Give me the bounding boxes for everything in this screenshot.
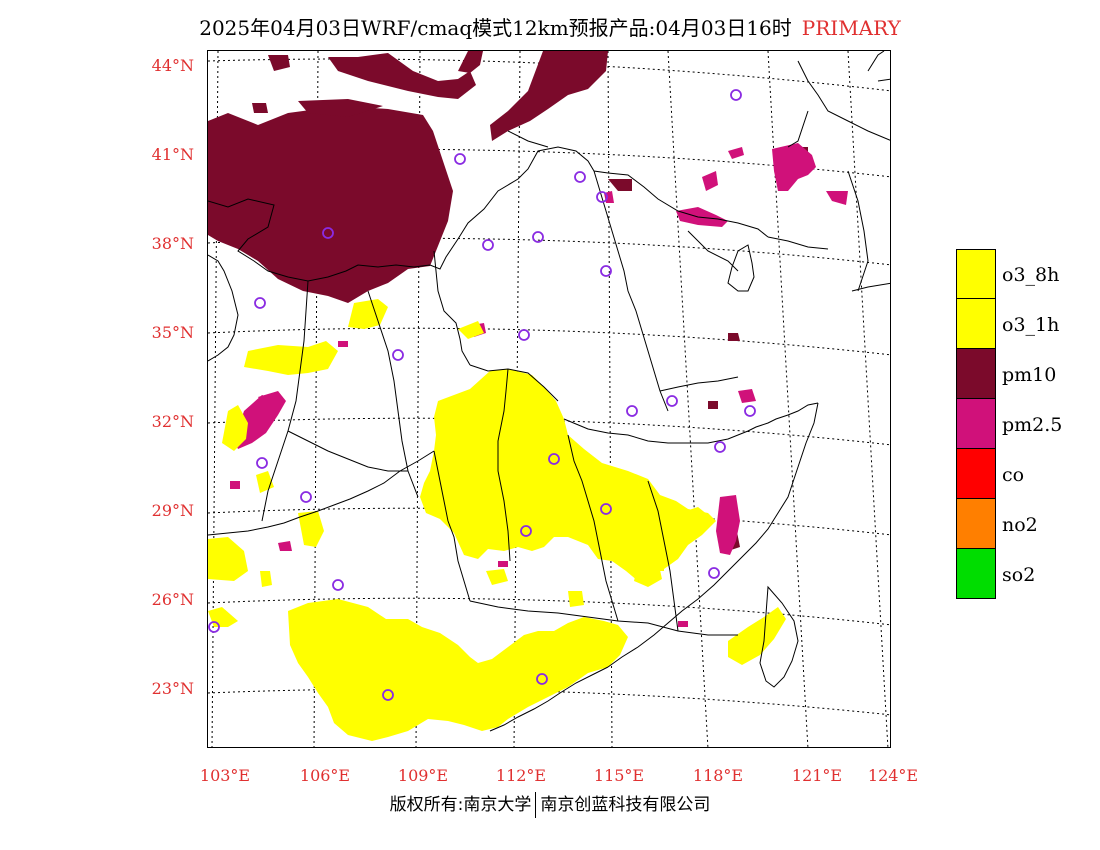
lon-label-103: 103°E [199,766,251,785]
legend-label-no2: no2 [1002,514,1038,536]
title-main: 2025年04月03日WRF/cmaq模式12km预报产品:04月03日16时 [199,16,792,40]
lat-label-29: 29°N [151,501,194,520]
legend-label-co: co [1002,464,1025,486]
legend-label-pm25: pm2.5 [1002,414,1063,436]
lon-label-124: 124°E [867,766,919,785]
legend-swatch-o3-8h [956,249,996,299]
copyright-left: 版权所有:南京大学 [389,795,532,815]
legend-swatch-so2 [956,549,996,599]
boundary-lines [208,51,890,732]
legend-swatch-co [956,449,996,499]
copyright-right: 南京创蓝科技有限公司 [540,795,711,815]
lat-label-32: 32°N [151,412,194,431]
lat-label-44: 44°N [151,56,194,75]
lon-label-115: 115°E [593,766,645,785]
map-panel[interactable] [207,50,891,748]
lon-label-112: 112°E [495,766,547,785]
lat-label-38: 38°N [151,234,194,253]
lat-label-23: 23°N [151,679,194,698]
pm10-areas [208,51,808,551]
footer-separator [535,792,537,818]
copyright-footer: 版权所有:南京大学 南京创蓝科技有限公司 [0,790,1100,818]
lon-label-121: 121°E [791,766,843,785]
legend-swatch-pm25 [956,399,996,449]
map-svg [208,51,890,747]
legend-swatch-pm10 [956,349,996,399]
station-markers [208,89,756,701]
legend [956,249,996,599]
o3-areas [208,299,786,741]
lon-label-118: 118°E [692,766,744,785]
title-tag: PRIMARY [801,16,901,40]
legend-swatch-o3-1h [956,299,996,349]
lat-label-35: 35°N [151,323,194,342]
lat-label-26: 26°N [151,590,194,609]
legend-label-so2: so2 [1002,564,1036,586]
map-title: 2025年04月03日WRF/cmaq模式12km预报产品:04月03日16时 P… [0,12,1100,41]
lat-label-41: 41°N [151,145,194,164]
legend-label-o3-8h: o3_8h [1002,264,1060,286]
legend-swatch-no2 [956,499,996,549]
legend-label-o3-1h: o3_1h [1002,314,1060,336]
lon-label-109: 109°E [397,766,449,785]
legend-label-pm10: pm10 [1002,364,1057,386]
lon-label-106: 106°E [299,766,351,785]
